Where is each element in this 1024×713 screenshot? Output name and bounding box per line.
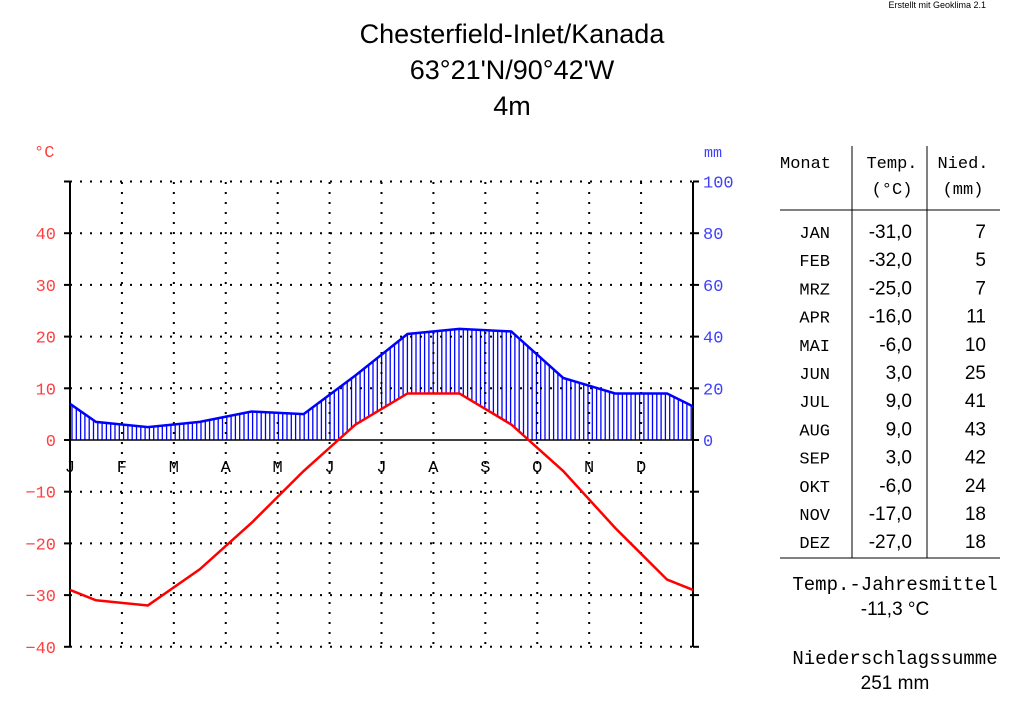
temperature-line — [69, 392, 694, 607]
month-label: A — [428, 459, 439, 478]
table-cell-prec: 25 — [965, 363, 986, 384]
prec-summary-value: 251 mm — [860, 673, 930, 694]
table-header-prec-unit: (mm) — [943, 181, 984, 200]
temp-unit-label: °C — [34, 144, 54, 163]
table-header-month: Monat — [780, 155, 831, 174]
month-label: A — [221, 459, 232, 478]
table-cell-temp: -6,0 — [879, 476, 912, 497]
temp-tick-label: −30 — [25, 588, 56, 607]
prec-tick-label: 60 — [703, 278, 723, 297]
prec-unit-label: mm — [704, 145, 722, 162]
table-cell-prec: 7 — [975, 278, 986, 299]
month-label: N — [584, 459, 594, 478]
table-cell-prec: 5 — [975, 250, 986, 271]
table-cell-temp: -16,0 — [869, 307, 912, 328]
table-cell-month: SEP — [799, 451, 830, 470]
month-label: J — [324, 459, 334, 478]
month-label: M — [169, 459, 179, 478]
temp-tick-label: −10 — [25, 485, 56, 504]
prec-summary: Niederschlagssumme 251 mm — [780, 646, 1010, 696]
temp-tick-label: 10 — [36, 381, 56, 400]
table-cell-temp: 9,0 — [886, 391, 912, 412]
prec-tick-label: 0 — [703, 433, 713, 452]
table-cell-temp: -27,0 — [869, 532, 912, 553]
month-label: S — [480, 459, 490, 478]
prec-tick-label: 20 — [703, 381, 723, 400]
series-lines — [69, 327, 694, 607]
table-cell-prec: 41 — [965, 391, 986, 412]
station-coordinates: 63°21'N/90°42'W — [409, 55, 615, 85]
month-label: M — [273, 459, 283, 478]
table-cell-month: MAI — [799, 338, 830, 357]
station-name: Chesterfield-Inlet/Kanada — [359, 19, 665, 49]
temp-tick-label: −40 — [25, 640, 56, 659]
table-cell-month: DEZ — [799, 535, 830, 554]
credit-note: Erstellt mit Geoklima 2.1 — [888, 0, 986, 10]
temp-tick-label: 30 — [36, 278, 56, 297]
table-header-prec: Nied. — [937, 155, 988, 174]
prec-tick-label: 40 — [703, 330, 723, 349]
table-cell-temp: -6,0 — [879, 335, 912, 356]
table-cell-month: OKT — [799, 479, 830, 498]
table-cell-month: MRZ — [799, 281, 830, 300]
table-cell-prec: 7 — [975, 222, 986, 243]
table-cell-month: AUG — [799, 422, 830, 441]
table-cell-temp: -17,0 — [869, 504, 912, 525]
table-cell-prec: 11 — [966, 307, 986, 328]
month-label: F — [117, 459, 127, 478]
table-cell-month: JUN — [799, 366, 830, 385]
table-cell-month: JAN — [799, 225, 830, 244]
precipitation-line — [69, 327, 694, 429]
table-cell-prec: 43 — [965, 419, 986, 440]
table-cell-temp: 3,0 — [886, 448, 912, 469]
prec-tick-label: 80 — [703, 226, 723, 245]
month-label: J — [65, 459, 75, 478]
axes — [64, 180, 699, 648]
temp-tick-label: 40 — [36, 226, 56, 245]
table-cell-temp: 9,0 — [886, 419, 912, 440]
table-cell-temp: -31,0 — [869, 222, 912, 243]
temp-tick-label: 20 — [36, 330, 56, 349]
table-header-temp-unit: (°C) — [872, 181, 913, 200]
grid — [70, 180, 693, 648]
table-cell-month: APR — [799, 310, 830, 329]
table-cell-temp: -32,0 — [869, 250, 912, 271]
temp-summary: Temp.-Jahresmittel -11,3 °C — [780, 572, 1010, 622]
table-cell-prec: 10 — [965, 335, 986, 356]
month-label: D — [636, 459, 646, 478]
table-cell-month: FEB — [799, 253, 830, 272]
table-cell-prec: 18 — [965, 532, 986, 553]
temp-summary-label: Temp.-Jahresmittel — [792, 574, 998, 596]
data-table: Monat Temp. (°C) Nied. (mm) JAN -31,0 7 FEB -32,0… — [780, 146, 1000, 559]
temp-summary-value: -11,3 °C — [860, 599, 930, 620]
table-cell-month: JUL — [799, 394, 830, 413]
chart-title: Chesterfield-Inlet/Kanada 63°21'N/90°42'… — [312, 16, 712, 124]
table-cell-prec: 24 — [965, 476, 987, 497]
table-cell-month: NOV — [799, 507, 830, 526]
temp-tick-label: 0 — [46, 433, 56, 452]
table-cell-temp: -25,0 — [869, 278, 912, 299]
table-cell-temp: 3,0 — [886, 363, 912, 384]
table-header-temp: Temp. — [866, 155, 917, 174]
temp-tick-label: −20 — [25, 536, 56, 555]
month-label: O — [532, 459, 542, 478]
prec-tick-label: 100 — [703, 175, 734, 194]
month-label: J — [376, 459, 386, 478]
prec-summary-label: Niederschlagssumme — [792, 648, 998, 670]
station-elevation: 4m — [493, 91, 531, 121]
table-cell-prec: 18 — [965, 504, 986, 525]
table-cell-prec: 42 — [965, 448, 986, 469]
